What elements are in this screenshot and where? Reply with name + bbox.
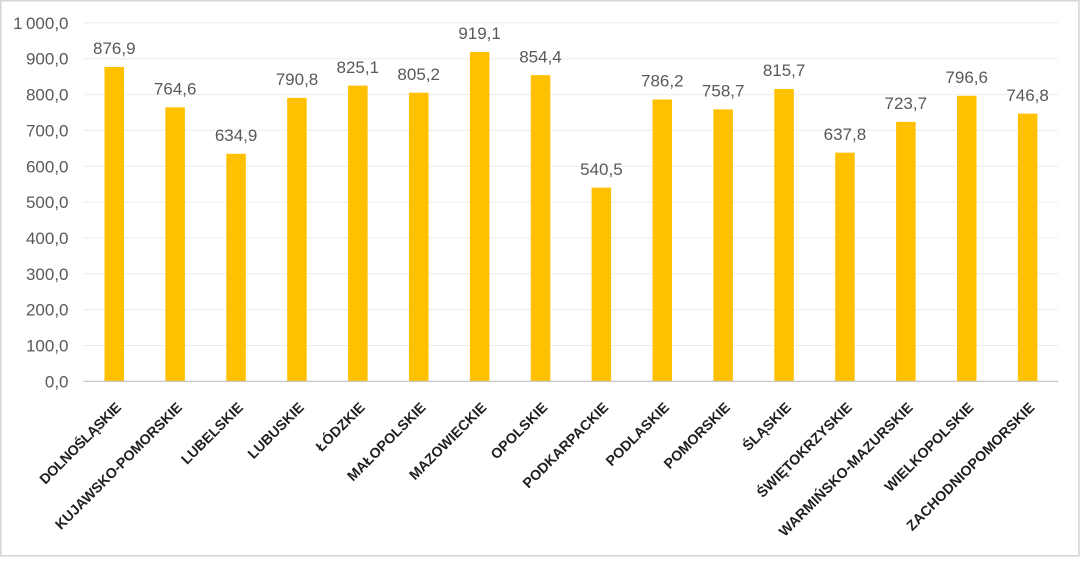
svg-text:790,8: 790,8 — [276, 70, 319, 89]
svg-text:800,0: 800,0 — [26, 86, 69, 105]
svg-text:764,6: 764,6 — [154, 80, 197, 99]
svg-text:746,8: 746,8 — [1006, 86, 1049, 105]
svg-text:200,0: 200,0 — [26, 301, 69, 320]
svg-text:637,8: 637,8 — [824, 125, 867, 144]
svg-text:796,6: 796,6 — [945, 68, 988, 87]
svg-text:500,0: 500,0 — [26, 193, 69, 212]
svg-text:786,2: 786,2 — [641, 72, 684, 91]
svg-text:900,0: 900,0 — [26, 50, 69, 69]
svg-text:400,0: 400,0 — [26, 229, 69, 248]
svg-text:854,4: 854,4 — [519, 47, 562, 66]
svg-text:758,7: 758,7 — [702, 82, 745, 101]
svg-text:540,5: 540,5 — [580, 160, 623, 179]
svg-text:1 000,0: 1 000,0 — [13, 14, 68, 33]
svg-text:300,0: 300,0 — [26, 265, 69, 284]
svg-text:100,0: 100,0 — [26, 337, 69, 356]
svg-text:805,2: 805,2 — [397, 65, 440, 84]
svg-text:700,0: 700,0 — [26, 121, 69, 140]
svg-text:815,7: 815,7 — [763, 61, 806, 80]
svg-text:600,0: 600,0 — [26, 157, 69, 176]
svg-text:723,7: 723,7 — [885, 94, 928, 113]
svg-text:825,1: 825,1 — [337, 58, 380, 77]
svg-text:919,1: 919,1 — [458, 24, 501, 43]
svg-text:634,9: 634,9 — [215, 126, 258, 145]
svg-text:0,0: 0,0 — [45, 372, 69, 391]
svg-text:876,9: 876,9 — [93, 39, 136, 58]
